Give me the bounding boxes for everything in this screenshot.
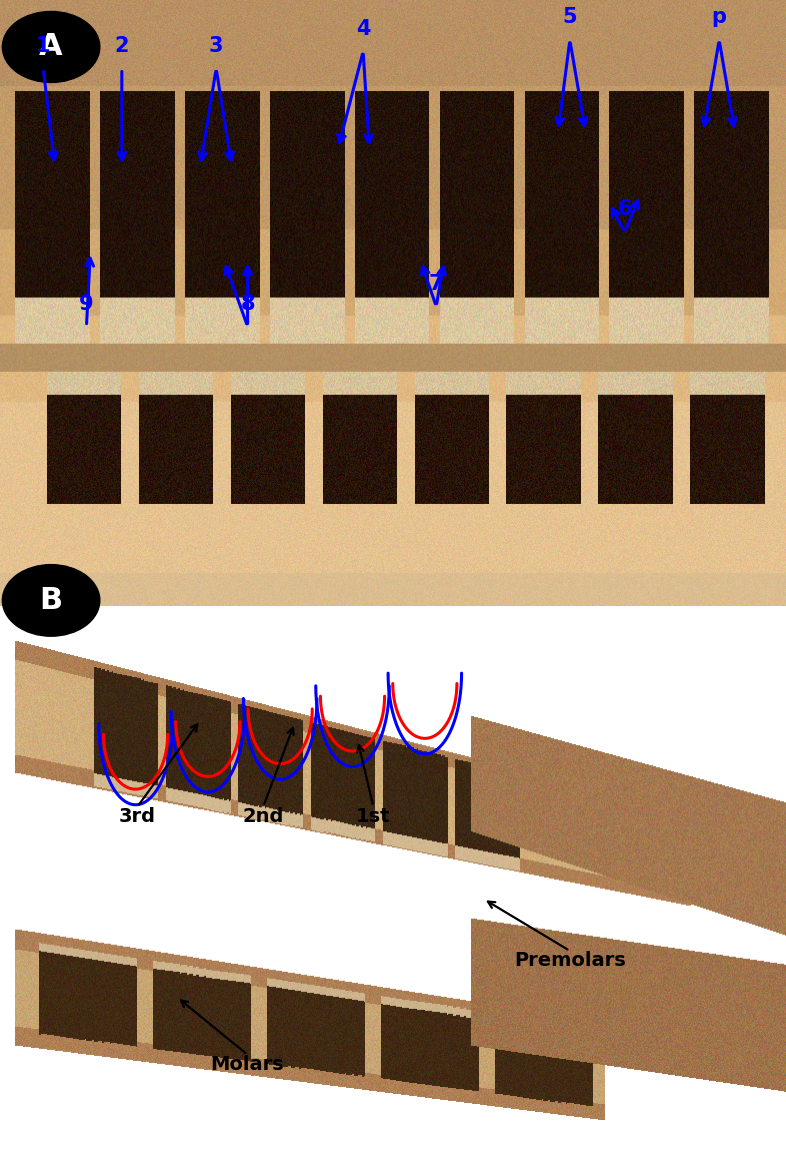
Text: 4: 4 (356, 18, 370, 39)
Text: 3: 3 (209, 36, 223, 56)
Text: p: p (711, 8, 727, 28)
Text: Molars: Molars (211, 1055, 285, 1074)
Text: 2: 2 (115, 36, 129, 56)
Text: Premolars: Premolars (514, 951, 626, 969)
Text: 1st: 1st (356, 806, 391, 826)
Text: 1: 1 (36, 36, 50, 56)
Text: 9: 9 (79, 294, 94, 314)
Text: 5: 5 (563, 8, 577, 28)
Text: 7: 7 (429, 274, 443, 293)
Text: A: A (39, 32, 63, 61)
Text: 2nd: 2nd (243, 806, 284, 826)
Text: 6: 6 (618, 199, 632, 220)
Text: 3rd: 3rd (119, 806, 156, 826)
Circle shape (2, 12, 100, 83)
Circle shape (2, 565, 100, 636)
Text: 8: 8 (241, 294, 255, 314)
Text: B: B (39, 585, 63, 615)
